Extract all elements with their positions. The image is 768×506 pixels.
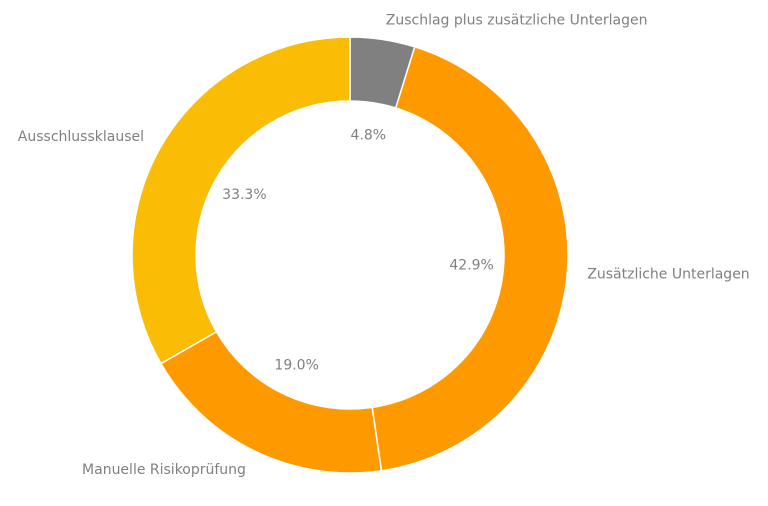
donut-labels: Zuschlag plus zusätzliche Unterlagen 4.8%… bbox=[18, 13, 750, 478]
slice-label-ausschlussklausel: Ausschlussklausel bbox=[18, 129, 144, 145]
slice-label-zuschlag-plus-zusatzliche-unterlagen: Zuschlag plus zusätzliche Unterlagen bbox=[386, 13, 648, 29]
slice-label-zusatzliche-unterlagen: Zusätzliche Unterlagen bbox=[587, 267, 749, 283]
donut-slices bbox=[131, 36, 569, 474]
slice-label-manuelle-risikoprufung: Manuelle Risikoprüfung bbox=[82, 462, 246, 478]
slice-manuelle-risikoprufung bbox=[159, 330, 383, 474]
slice-percent-manuelle-risikoprufung: 19.0% bbox=[274, 358, 318, 374]
slice-percent-ausschlussklausel: 33.3% bbox=[222, 187, 266, 203]
slice-percent-zusatzliche-unterlagen: 42.9% bbox=[449, 258, 493, 274]
slice-ausschlussklausel bbox=[131, 36, 351, 365]
slice-zusatzliche-unterlagen bbox=[371, 45, 569, 472]
slice-percent-zuschlag-plus-zusatzliche-unterlagen: 4.8% bbox=[351, 127, 387, 143]
